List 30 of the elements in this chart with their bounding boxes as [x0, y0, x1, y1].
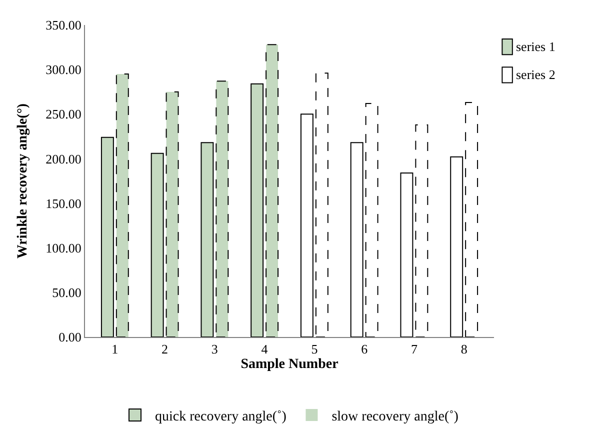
y-tick-label: 250.00: [46, 106, 82, 122]
y-tick-label: 0.00: [58, 330, 82, 345]
text: series 1: [516, 39, 556, 54]
x-tick-label: 4: [261, 342, 268, 357]
x-tick-label: 3: [211, 342, 218, 357]
bar: [200, 142, 214, 337]
x-axis-title: Sample Number: [240, 356, 338, 372]
bar: [150, 152, 164, 337]
bar: [450, 156, 464, 337]
x-tick-label: 2: [162, 342, 168, 357]
x-tick-label: 8: [460, 342, 468, 357]
x-tick-label: 6: [361, 342, 368, 357]
x-tick-label: 1: [112, 342, 118, 357]
y-tick-label: 200.00: [46, 151, 82, 166]
y-axis-title: Wrinkle recovery angle(°): [15, 103, 30, 259]
bar: [100, 136, 114, 337]
bar: [400, 172, 414, 337]
bar: [350, 142, 364, 337]
bar: [300, 114, 314, 337]
y-tick-label: 300.00: [46, 62, 82, 78]
bar: [250, 83, 264, 337]
legend-label: slow recovery angle(˚): [332, 409, 459, 424]
y-tick-label: 100.00: [46, 240, 82, 256]
x-tick-label: 5: [311, 342, 318, 357]
x-tick-label: 7: [410, 342, 418, 357]
y-tick-label: 350.00: [46, 18, 82, 33]
y-tick-label: 50.00: [52, 284, 82, 300]
y-tick-label: 150.00: [46, 196, 82, 211]
legend-label: quick recovery angle(˚): [155, 409, 287, 424]
text: series 2: [516, 67, 556, 82]
